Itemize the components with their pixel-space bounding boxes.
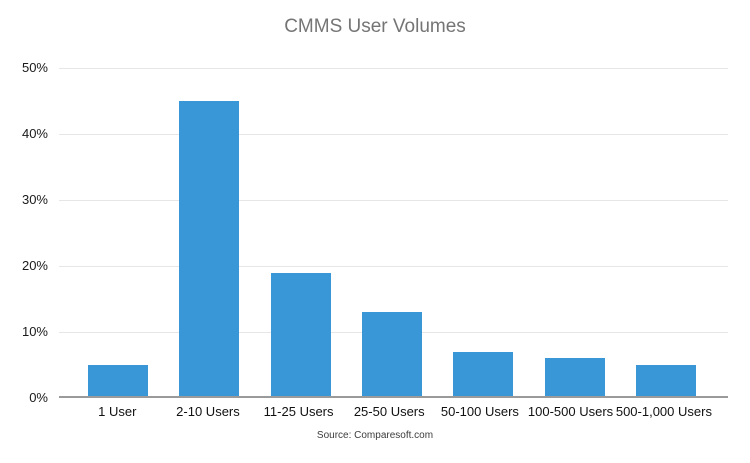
y-axis-tick-label: 50% [21,60,48,75]
x-axis-labels: 1 User 2-10 Users 11-25 Users 25-50 Users 50… [72,404,712,419]
bar-slot [438,68,529,398]
x-axis-label: 500-1,000 Users [615,404,712,419]
x-axis-baseline [59,396,728,398]
gridline [59,133,728,135]
bar-2-10-users[interactable] [179,101,240,398]
bar-25-50-users[interactable] [361,312,422,398]
x-axis-label: 1 User [98,404,137,419]
bar-500-1-000-users[interactable] [636,365,697,398]
gridline [59,265,728,267]
bar-slot [529,68,620,398]
x-axis-label: 11-25 Users [263,404,334,419]
gridline [59,199,728,201]
chart-title: CMMS User Volumes [284,16,466,37]
bar-1-user[interactable] [87,365,148,398]
plot-area: 0% 10% 20% 30% 40% 50% [22,61,728,405]
y-axis-tick-label: 30% [21,192,48,207]
bar-slot [621,68,712,398]
y-axis-tick-label: 40% [21,126,48,141]
bar-50-100-users[interactable] [453,351,514,398]
y-axis-tick-label: 0% [29,390,48,405]
bar-slot [163,68,254,398]
bars-row [72,68,712,398]
bar-slot [346,68,437,398]
bar-11-25-users[interactable] [270,272,331,398]
x-axis-label: 2-10 Users [176,404,240,419]
x-axis-label: 100-500 Users [527,404,614,419]
y-axis-tick-label: 20% [21,258,48,273]
bar-slot [72,68,163,398]
bar-100-500-users[interactable] [544,358,605,398]
y-axis-tick-label: 10% [21,324,48,339]
source-note: Source: Comparesoft.com [316,430,434,441]
x-axis-label: 50-100 Users [440,404,519,419]
x-axis-label: 25-50 Users [353,404,425,419]
bar-slot [255,68,346,398]
gridline [59,67,728,69]
